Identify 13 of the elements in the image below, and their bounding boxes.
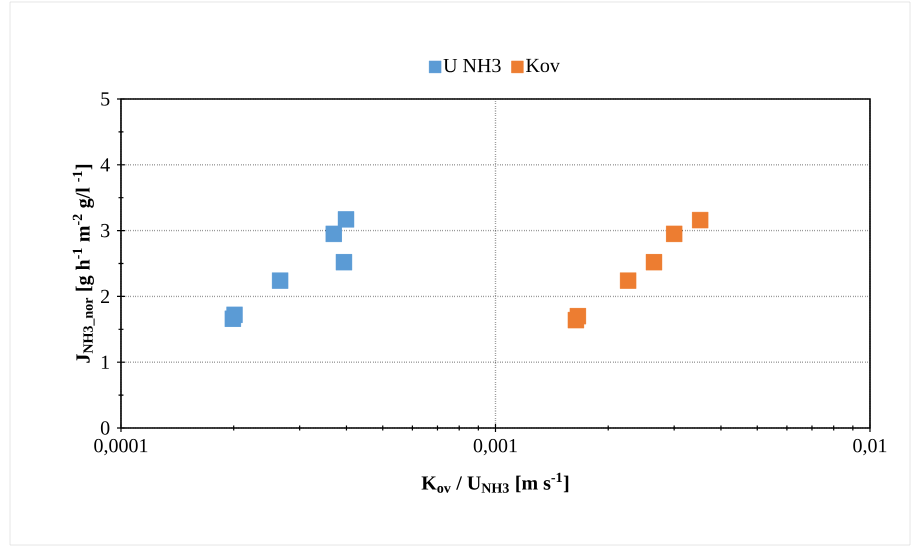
y-tick-label: 5 bbox=[101, 92, 110, 106]
y-tick-label: 3 bbox=[101, 224, 110, 238]
y-tick-label: 2 bbox=[101, 290, 110, 304]
x-tick-label: 0,01 bbox=[853, 438, 886, 456]
x-tick-label: 0,0001 bbox=[94, 438, 148, 456]
text: J$_{NH3_nor}$ [g h$^{-1}$ m$^{-2}$ g/l $^{-1}$] bbox=[72, 164, 95, 363]
y-tick-label: 4 bbox=[100, 158, 110, 172]
text: K$_{ov}$ / U$_{NH3}$ [m s$^{-1}$] bbox=[422, 472, 568, 493]
legend-label: Kov bbox=[526, 58, 560, 72]
x-tick-label: 0,001 bbox=[474, 438, 517, 456]
y-tick-label: 1 bbox=[102, 356, 109, 369]
legend-label: U NH3 bbox=[444, 58, 501, 72]
y-tick-label: 0 bbox=[100, 421, 110, 435]
